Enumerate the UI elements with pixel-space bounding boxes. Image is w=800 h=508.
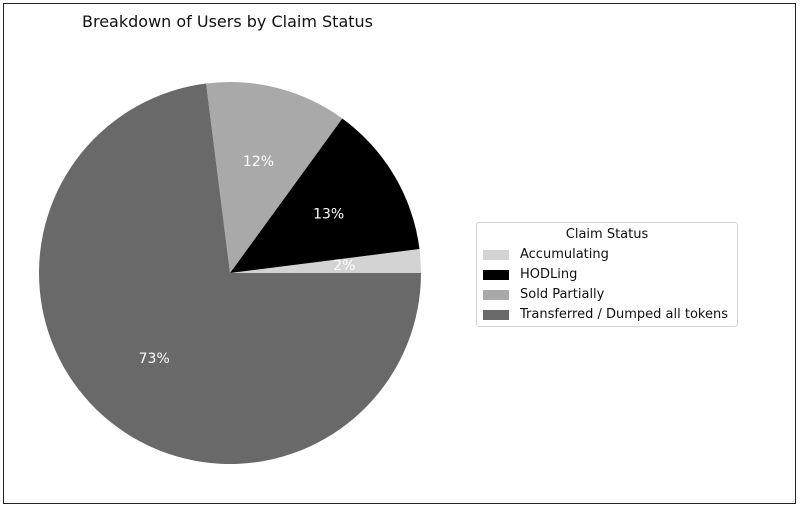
legend-label-accumulating: Accumulating: [520, 247, 609, 262]
legend-title: Claim Status: [565, 227, 649, 242]
pie-slice-transferred-dumped: [39, 83, 421, 465]
pie-label-hodling: 13%: [313, 207, 344, 223]
legend-swatch-accumulating: [483, 250, 509, 260]
pie-slice-accumulating: [230, 249, 421, 273]
legend-label-hodling: HODLing: [520, 267, 578, 282]
pie-label-transferred-dumped: 73%: [139, 351, 170, 367]
chart-title: Breakdown of Users by Claim Status: [82, 12, 374, 31]
legend-swatch-sold-partially: [483, 290, 509, 300]
pie-slice-labels: 2% 13% 12% 73%: [139, 154, 356, 367]
legend: Claim Status Accumulating HODLing Sold P…: [476, 222, 738, 327]
pie-slice-sold-partially: [206, 81, 343, 273]
pie-label-accumulating: 2%: [333, 258, 355, 274]
pie-label-sold-partially: 12%: [243, 154, 274, 170]
pie-slice-hodling: [230, 118, 420, 273]
legend-label-transferred-dumped: Transferred / Dumped all tokens: [520, 307, 728, 322]
legend-swatch-hodling: [483, 270, 509, 280]
legend-label-sold-partially: Sold Partially: [520, 287, 605, 302]
legend-swatch-transferred-dumped: [483, 310, 509, 320]
pie-slices: [39, 81, 421, 465]
